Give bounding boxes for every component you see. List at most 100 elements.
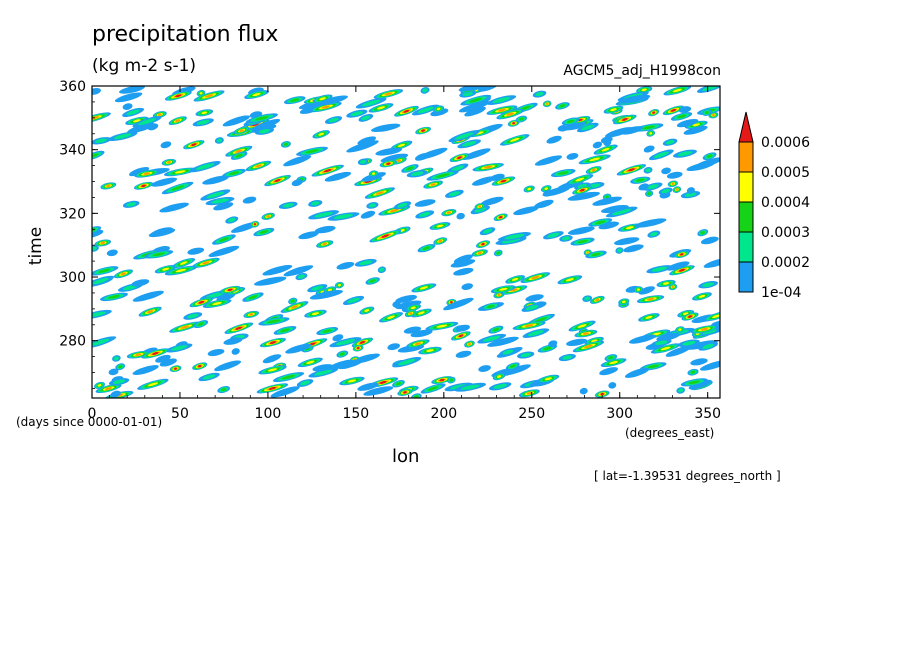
precip-cell xyxy=(517,351,535,359)
precip-cell xyxy=(661,167,671,175)
precip-cell xyxy=(387,343,400,351)
precip-contour xyxy=(138,118,156,126)
precip-cell xyxy=(532,90,547,98)
precip-cell xyxy=(164,91,192,101)
precip-cell xyxy=(699,360,720,371)
precip-contour xyxy=(481,242,485,246)
precip-cell xyxy=(605,206,638,218)
precip-contour xyxy=(254,276,287,286)
precip-cell xyxy=(134,169,160,178)
precip-cell xyxy=(672,149,698,158)
precip-cell xyxy=(309,290,344,300)
precip-cell xyxy=(324,171,352,182)
precip-cell xyxy=(244,90,269,100)
precip-cell xyxy=(191,257,220,268)
precip-cell xyxy=(108,368,119,376)
precip-contour xyxy=(92,229,104,239)
precip-contour xyxy=(350,111,364,117)
precip-cell xyxy=(620,126,643,135)
precip-cell xyxy=(608,382,617,389)
precip-cell xyxy=(676,387,686,394)
precip-contour xyxy=(359,260,373,266)
precip-cell xyxy=(579,387,588,395)
precip-cell xyxy=(680,378,708,387)
precip-contour xyxy=(356,346,360,350)
precip-cell xyxy=(379,312,404,323)
precip-contour xyxy=(127,122,155,134)
precip-contour xyxy=(527,187,532,191)
precip-cell xyxy=(92,137,112,145)
precip-cell xyxy=(233,126,250,135)
precip-contour xyxy=(92,277,109,285)
precip-cell xyxy=(298,231,319,240)
precip-contour xyxy=(688,379,712,390)
precip-contour xyxy=(688,315,693,318)
precip-contour xyxy=(249,313,254,316)
precip-cell xyxy=(431,376,453,385)
precip-contour xyxy=(392,300,401,308)
precip-contour xyxy=(662,282,670,285)
x-tick-label: 200 xyxy=(430,406,457,422)
precip-contour xyxy=(98,268,111,273)
precip-cell xyxy=(332,334,344,342)
precip-contour xyxy=(360,210,376,219)
colorbar-segment xyxy=(738,141,754,173)
precip-cell xyxy=(113,269,133,279)
precip-cell xyxy=(311,164,344,177)
precip-cell xyxy=(703,258,720,268)
precip-contour xyxy=(110,390,121,398)
precip-contour xyxy=(371,172,376,175)
precip-contour xyxy=(624,367,650,378)
precip-cell xyxy=(444,382,473,392)
precip-contour xyxy=(582,332,589,335)
precip-contour xyxy=(297,274,305,279)
precip-contour xyxy=(520,352,531,358)
precip-cell xyxy=(443,297,474,311)
precip-cell xyxy=(497,232,531,242)
precip-cell xyxy=(195,109,214,117)
precip-contour xyxy=(174,170,186,174)
precip-contour xyxy=(455,350,472,358)
precip-contour xyxy=(623,244,644,253)
precip-cell xyxy=(106,249,118,257)
precip-cell xyxy=(488,382,512,391)
precip-cell xyxy=(297,357,323,368)
precip-contour xyxy=(534,317,547,323)
precip-contour xyxy=(586,251,589,254)
precip-cell xyxy=(618,94,651,104)
precip-cell xyxy=(703,311,720,322)
precip-cell xyxy=(471,249,488,257)
precip-contour xyxy=(614,237,640,246)
precip-cell xyxy=(159,358,177,367)
precip-contour xyxy=(702,343,715,349)
precip-cell xyxy=(394,105,419,117)
precip-cell xyxy=(307,284,328,293)
precip-contour xyxy=(524,324,534,328)
precip-cell xyxy=(308,367,339,378)
precip-contour xyxy=(291,179,303,187)
precip-contour xyxy=(306,360,315,365)
precip-contour xyxy=(679,253,684,256)
precip-contour xyxy=(665,345,692,357)
precip-cell xyxy=(242,292,264,302)
precip-contour xyxy=(333,213,354,220)
precip-contour xyxy=(478,205,482,208)
precip-cell xyxy=(666,171,683,179)
precip-contour xyxy=(646,297,655,301)
precip-contour xyxy=(213,202,234,211)
precip-cell xyxy=(423,180,443,189)
precip-contour xyxy=(544,187,549,190)
precip-cell xyxy=(582,295,593,302)
precip-cell xyxy=(189,297,214,308)
precip-cell xyxy=(325,116,343,124)
precip-cell xyxy=(405,303,421,312)
precip-contour xyxy=(235,326,243,330)
precip-contour xyxy=(592,196,623,206)
precip-contour xyxy=(427,386,439,391)
precip-cell xyxy=(336,350,349,358)
precip-cell xyxy=(604,354,618,362)
precip-contour xyxy=(675,188,679,191)
precip-cell xyxy=(283,155,312,167)
precip-contour xyxy=(622,118,628,121)
precip-contour xyxy=(502,349,514,355)
